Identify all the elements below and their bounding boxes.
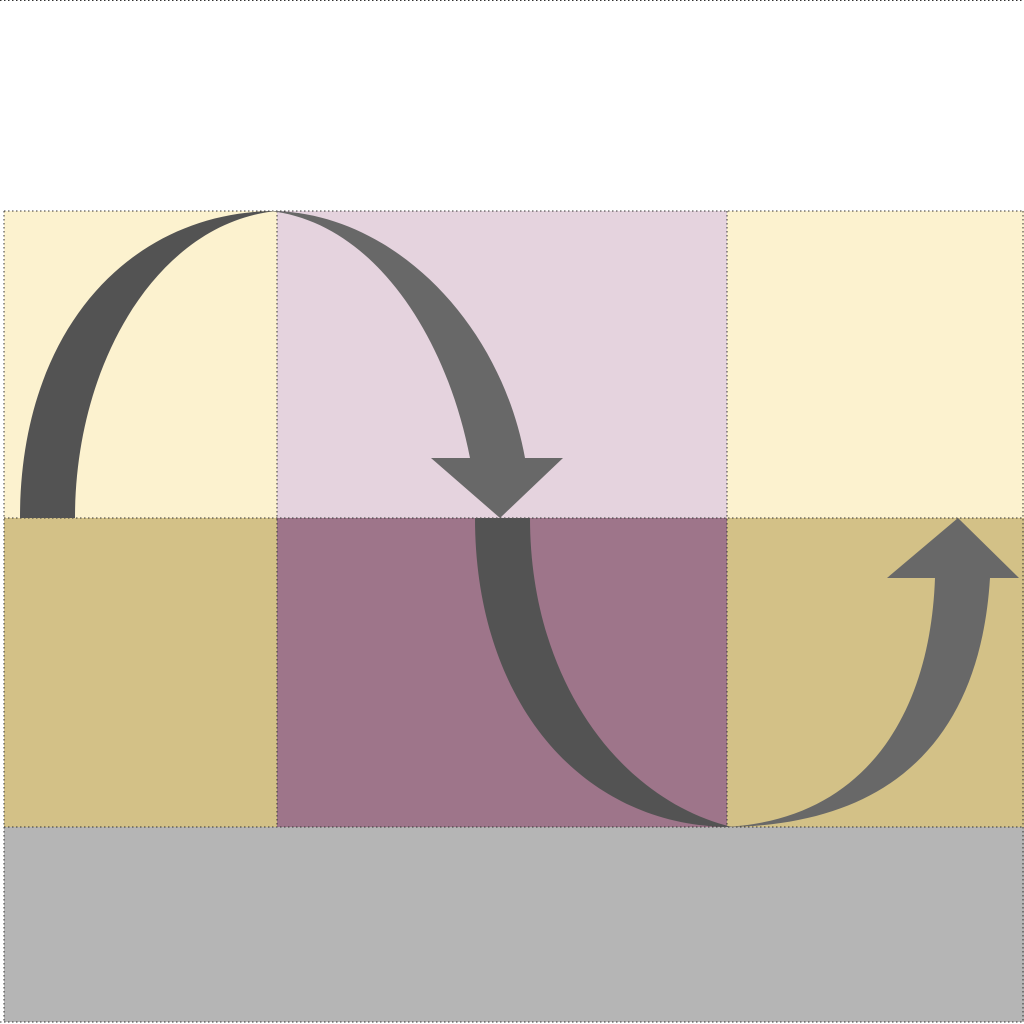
arrow-over-top-rising-band <box>20 211 277 518</box>
arrow-under-bottom-falling-band <box>475 518 732 827</box>
cell-row1-col3 <box>727 211 1024 518</box>
arrow-over-top <box>20 211 563 518</box>
arrow-under-bottom-rising-band <box>722 578 990 827</box>
cell-row3-band <box>4 827 1024 1022</box>
arrow-under-bottom-head <box>887 518 1019 578</box>
arrow-over-top-falling-band <box>270 211 525 458</box>
arrow-under-bottom <box>475 518 1019 827</box>
arrow-over-top-head <box>431 458 563 518</box>
cell-row2-col1 <box>4 518 277 827</box>
